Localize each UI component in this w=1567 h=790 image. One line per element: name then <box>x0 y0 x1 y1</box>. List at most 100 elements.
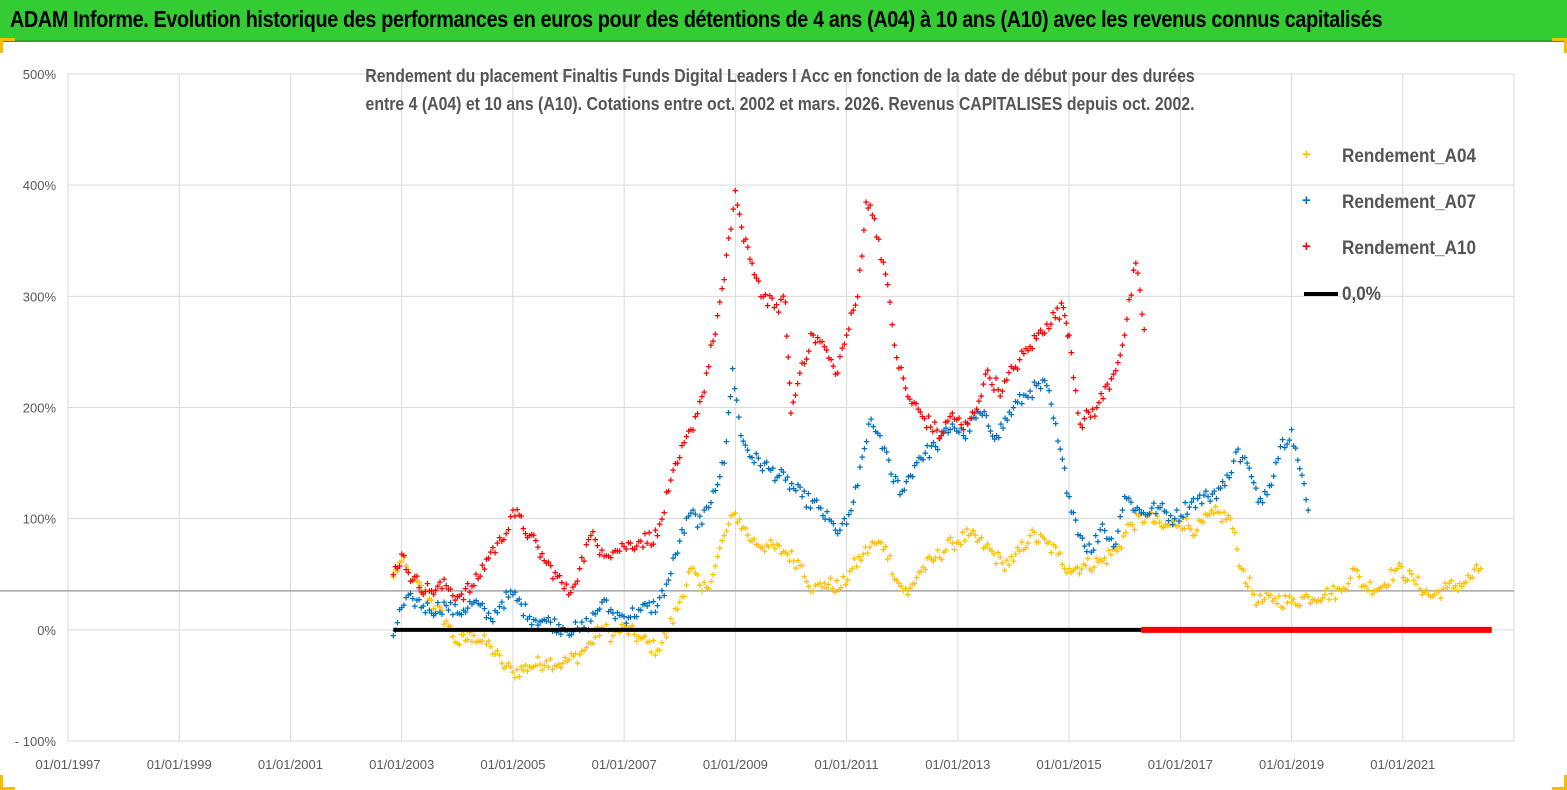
data-point: + <box>422 608 428 620</box>
x-tick-label: 01/01/2007 <box>592 757 657 772</box>
data-point: + <box>585 534 591 546</box>
data-point: + <box>1137 510 1143 522</box>
data-point: + <box>730 510 736 522</box>
data-point: + <box>1060 302 1066 314</box>
data-point: + <box>588 616 594 628</box>
data-point: + <box>721 275 727 287</box>
data-point: + <box>1158 522 1164 534</box>
data-point: + <box>1070 507 1076 519</box>
data-point: + <box>930 426 936 438</box>
data-point: + <box>806 582 812 594</box>
data-point: + <box>1073 515 1079 527</box>
data-point: + <box>1160 523 1166 535</box>
data-point: + <box>1025 345 1031 357</box>
data-point: + <box>694 522 700 534</box>
data-point: + <box>543 558 549 570</box>
data-point: + <box>1093 531 1099 543</box>
data-point: + <box>1203 486 1209 498</box>
data-point: + <box>619 610 625 622</box>
data-point: + <box>1259 597 1265 609</box>
data-point: + <box>841 513 847 525</box>
data-point: + <box>1226 473 1232 485</box>
data-point: + <box>1248 471 1254 483</box>
data-point: + <box>919 411 925 423</box>
data-point: + <box>636 605 642 617</box>
data-point: + <box>960 425 966 437</box>
data-point: + <box>683 580 689 592</box>
data-point: + <box>1125 519 1131 531</box>
data-point: + <box>1012 397 1018 409</box>
data-point: + <box>1072 563 1078 575</box>
data-point: + <box>1190 530 1196 542</box>
x-tick-label: 01/01/2021 <box>1370 757 1435 772</box>
chart-title-line-2: entre 4 (A04) et 10 ans (A10). Cotations… <box>365 94 1195 114</box>
data-point: + <box>995 548 1001 560</box>
data-point: + <box>447 584 453 596</box>
data-point: + <box>793 485 799 497</box>
data-point: + <box>1055 549 1061 561</box>
data-point: + <box>407 576 413 588</box>
data-point: + <box>1105 546 1111 558</box>
data-point: + <box>960 430 966 442</box>
data-point: + <box>699 519 705 531</box>
data-point: + <box>1152 517 1158 529</box>
data-point: + <box>614 546 620 558</box>
data-point: + <box>820 510 826 522</box>
data-point: + <box>1037 325 1043 337</box>
data-point: + <box>1194 525 1200 537</box>
corner-marker-bottom-right <box>1552 775 1567 790</box>
data-point: + <box>435 597 441 609</box>
data-point: + <box>987 426 993 438</box>
data-point: + <box>522 529 528 541</box>
data-point: + <box>1162 519 1168 531</box>
data-point: + <box>1467 573 1473 585</box>
data-point: + <box>465 634 471 646</box>
data-point: + <box>1092 411 1098 423</box>
data-point: + <box>665 486 671 498</box>
data-point: + <box>994 430 1000 442</box>
data-point: + <box>1083 560 1089 572</box>
data-point: + <box>1334 584 1340 596</box>
data-point: + <box>657 593 663 605</box>
data-point: + <box>921 414 927 426</box>
data-point: + <box>636 631 642 643</box>
data-point: + <box>1021 545 1027 557</box>
data-point: + <box>780 467 786 479</box>
data-point: + <box>966 530 972 542</box>
data-point: + <box>1137 285 1143 297</box>
data-point: + <box>533 661 539 673</box>
legend-plus-icon: + <box>1302 192 1311 209</box>
data-point: + <box>437 607 443 619</box>
data-point: + <box>896 578 902 590</box>
data-point: + <box>1392 566 1398 578</box>
data-point: + <box>721 458 727 470</box>
data-point: + <box>1459 582 1465 594</box>
data-point: + <box>670 465 676 477</box>
data-point: + <box>694 569 700 581</box>
data-point: + <box>924 440 930 452</box>
data-point: + <box>1155 503 1161 515</box>
data-point: + <box>657 645 663 657</box>
data-point: + <box>1058 298 1064 310</box>
data-point: + <box>1064 488 1070 500</box>
data-point: + <box>907 470 913 482</box>
data-point: + <box>454 638 460 650</box>
data-point: + <box>725 233 731 245</box>
data-point: + <box>631 630 637 642</box>
data-point: + <box>485 636 491 648</box>
data-point: + <box>879 444 885 456</box>
data-point: + <box>654 600 660 612</box>
data-point: + <box>1050 540 1056 552</box>
data-point: + <box>1144 510 1150 522</box>
data-point: + <box>725 519 731 531</box>
data-point: + <box>518 511 524 523</box>
data-point: + <box>782 547 788 559</box>
data-point: + <box>633 611 639 623</box>
data-point: + <box>1279 434 1285 446</box>
data-point: + <box>797 560 803 572</box>
data-point: + <box>853 562 859 574</box>
data-point: + <box>1027 386 1033 398</box>
data-point: + <box>1059 559 1065 571</box>
data-point: + <box>654 645 660 657</box>
data-point: + <box>817 578 823 590</box>
